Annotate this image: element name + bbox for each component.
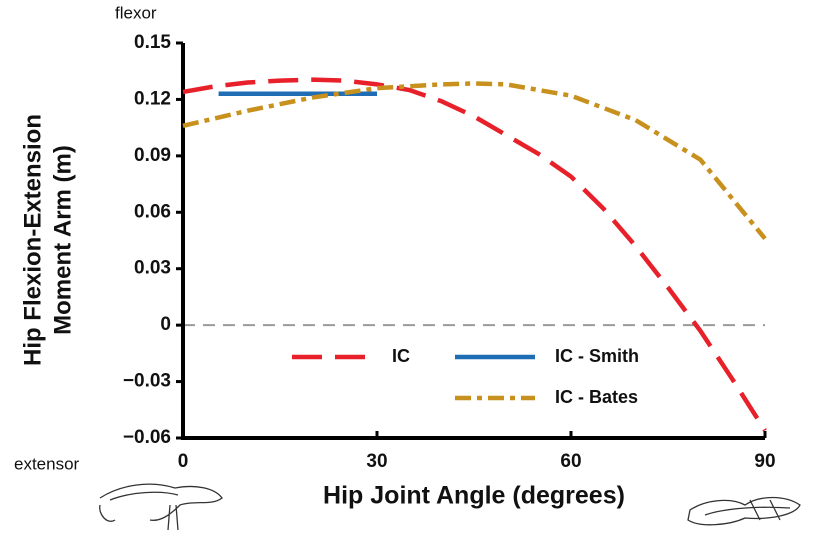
x-tick-label: 60 [560,451,581,472]
y-axis-title: Hip Flexion-Extension Moment Arm (m) [19,114,76,366]
legend-label: IC - Smith [555,346,639,366]
series-line [182,81,767,241]
hip-icon-left [99,483,223,531]
hip-icon-right [687,496,801,526]
y-tick-label: 0.15 [134,32,171,53]
y-tick-label: 0 [160,314,171,335]
series-line [182,77,767,432]
x-tick-label: 90 [754,451,775,472]
y-tick-label: 0.06 [134,201,171,222]
y-tick-label: −0.03 [123,371,171,392]
y-axis-title-line: Hip Flexion-Extension [19,114,46,366]
y-axis-title-line: Moment Arm (m) [49,145,76,335]
y-tick-label: −0.06 [123,427,171,448]
legend-label: IC [392,346,410,366]
x-tick-label: 0 [178,451,189,472]
x-axis-title: Hip Joint Angle (degrees) [323,482,625,510]
extensor-label: extensor [14,454,80,473]
flexor-label: flexor [115,3,157,22]
y-tick-label: 0.03 [134,258,171,279]
x-tick-label: 30 [366,451,387,472]
legend-label: IC - Bates [555,387,638,407]
y-tick-label: 0.12 [134,88,171,109]
y-tick-label: 0.09 [134,145,171,166]
